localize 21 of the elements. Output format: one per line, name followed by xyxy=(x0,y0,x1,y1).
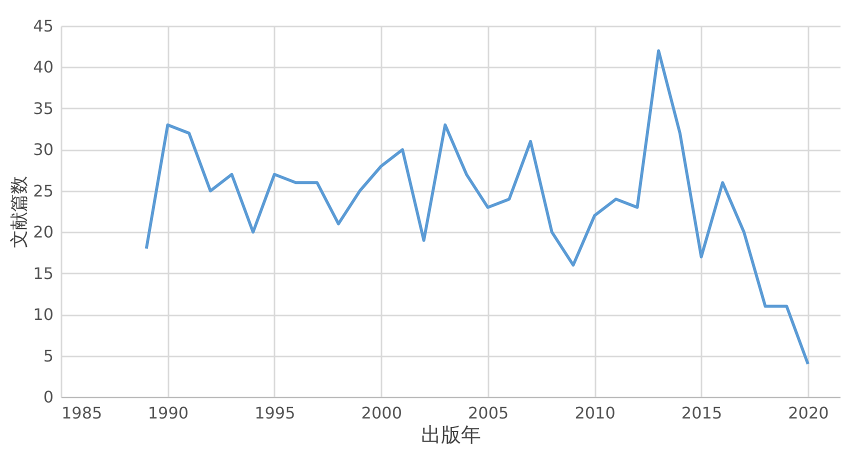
y-tick-label: 35 xyxy=(33,98,54,118)
x-tick-label: 2000 xyxy=(361,404,402,422)
y-tick-label: 5 xyxy=(43,346,54,366)
y-tick-label: 0 xyxy=(43,388,54,406)
y-tick-label: 10 xyxy=(33,305,54,324)
y-tick-label: 30 xyxy=(33,140,54,160)
x-tick-label: 1990 xyxy=(148,404,189,422)
y-tick-label: 40 xyxy=(33,58,54,77)
x-tick-label: 2020 xyxy=(788,404,829,422)
x-tick-label: 2005 xyxy=(468,404,509,422)
x-tick-label: 2010 xyxy=(574,404,616,422)
y-tick-label: 20 xyxy=(33,222,54,242)
x-tick-label: 2015 xyxy=(681,404,722,422)
x-axis-title: 出版年 xyxy=(421,422,481,446)
y-axis-title: 文献篇数 xyxy=(9,176,30,248)
x-tick-label: 1985 xyxy=(62,404,102,422)
y-tick-label: 15 xyxy=(33,264,54,283)
line-series xyxy=(144,49,810,366)
x-tick-label: 1995 xyxy=(254,404,296,422)
y-tick-label: 25 xyxy=(33,181,54,200)
y-tick-label: 45 xyxy=(33,16,54,36)
